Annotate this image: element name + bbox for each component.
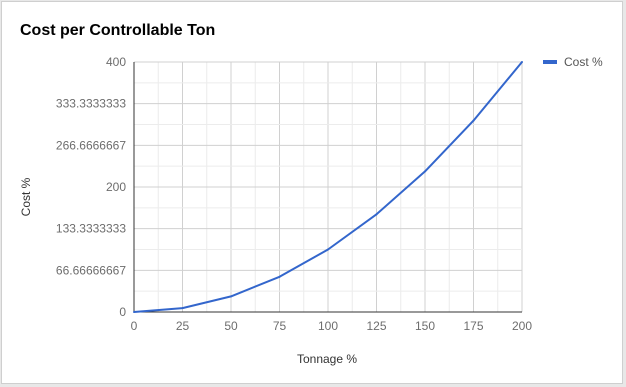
x-tick-label: 75: [273, 319, 287, 333]
x-axis-title: Tonnage %: [297, 352, 357, 366]
y-tick-label: 200: [106, 180, 126, 194]
x-tick-label: 125: [366, 319, 386, 333]
chart-title: Cost per Controllable Ton: [20, 22, 216, 39]
y-tick-label: 66.66666667: [56, 263, 126, 277]
y-tick-label: 133.3333333: [56, 222, 126, 236]
x-tick-label: 200: [512, 319, 532, 333]
x-tick-label: 175: [463, 319, 483, 333]
data-point: [521, 61, 523, 63]
data-point: [278, 275, 281, 278]
data-point: [424, 170, 426, 173]
legend[interactable]: Cost %: [543, 55, 603, 69]
x-tick-labels: 0 25 50 75 100 125 150 175 200: [131, 319, 533, 333]
legend-label: Cost %: [564, 55, 603, 69]
x-tick-label: 100: [318, 319, 338, 333]
x-tick-label: 150: [415, 319, 435, 333]
y-tick-labels: 0 66.66666667 133.3333333 200 266.6666667 333…: [56, 55, 126, 319]
x-tick-label: 0: [131, 319, 138, 333]
data-point: [133, 311, 135, 313]
x-tick-label: 25: [176, 319, 190, 333]
y-tick-label: 400: [106, 55, 126, 69]
grid-lines: [133, 61, 523, 313]
x-tick-label: 50: [224, 319, 238, 333]
y-tick-label: 0: [119, 305, 126, 319]
y-tick-label: 333.3333333: [56, 97, 126, 111]
data-point: [375, 213, 378, 216]
data-point: [230, 295, 232, 298]
data-point: [327, 248, 329, 251]
series-layer: [133, 61, 523, 313]
data-point: [181, 307, 184, 310]
data-point: [472, 119, 475, 122]
y-tick-label: 266.6666667: [56, 138, 126, 152]
y-axis-title: Cost %: [19, 177, 33, 216]
